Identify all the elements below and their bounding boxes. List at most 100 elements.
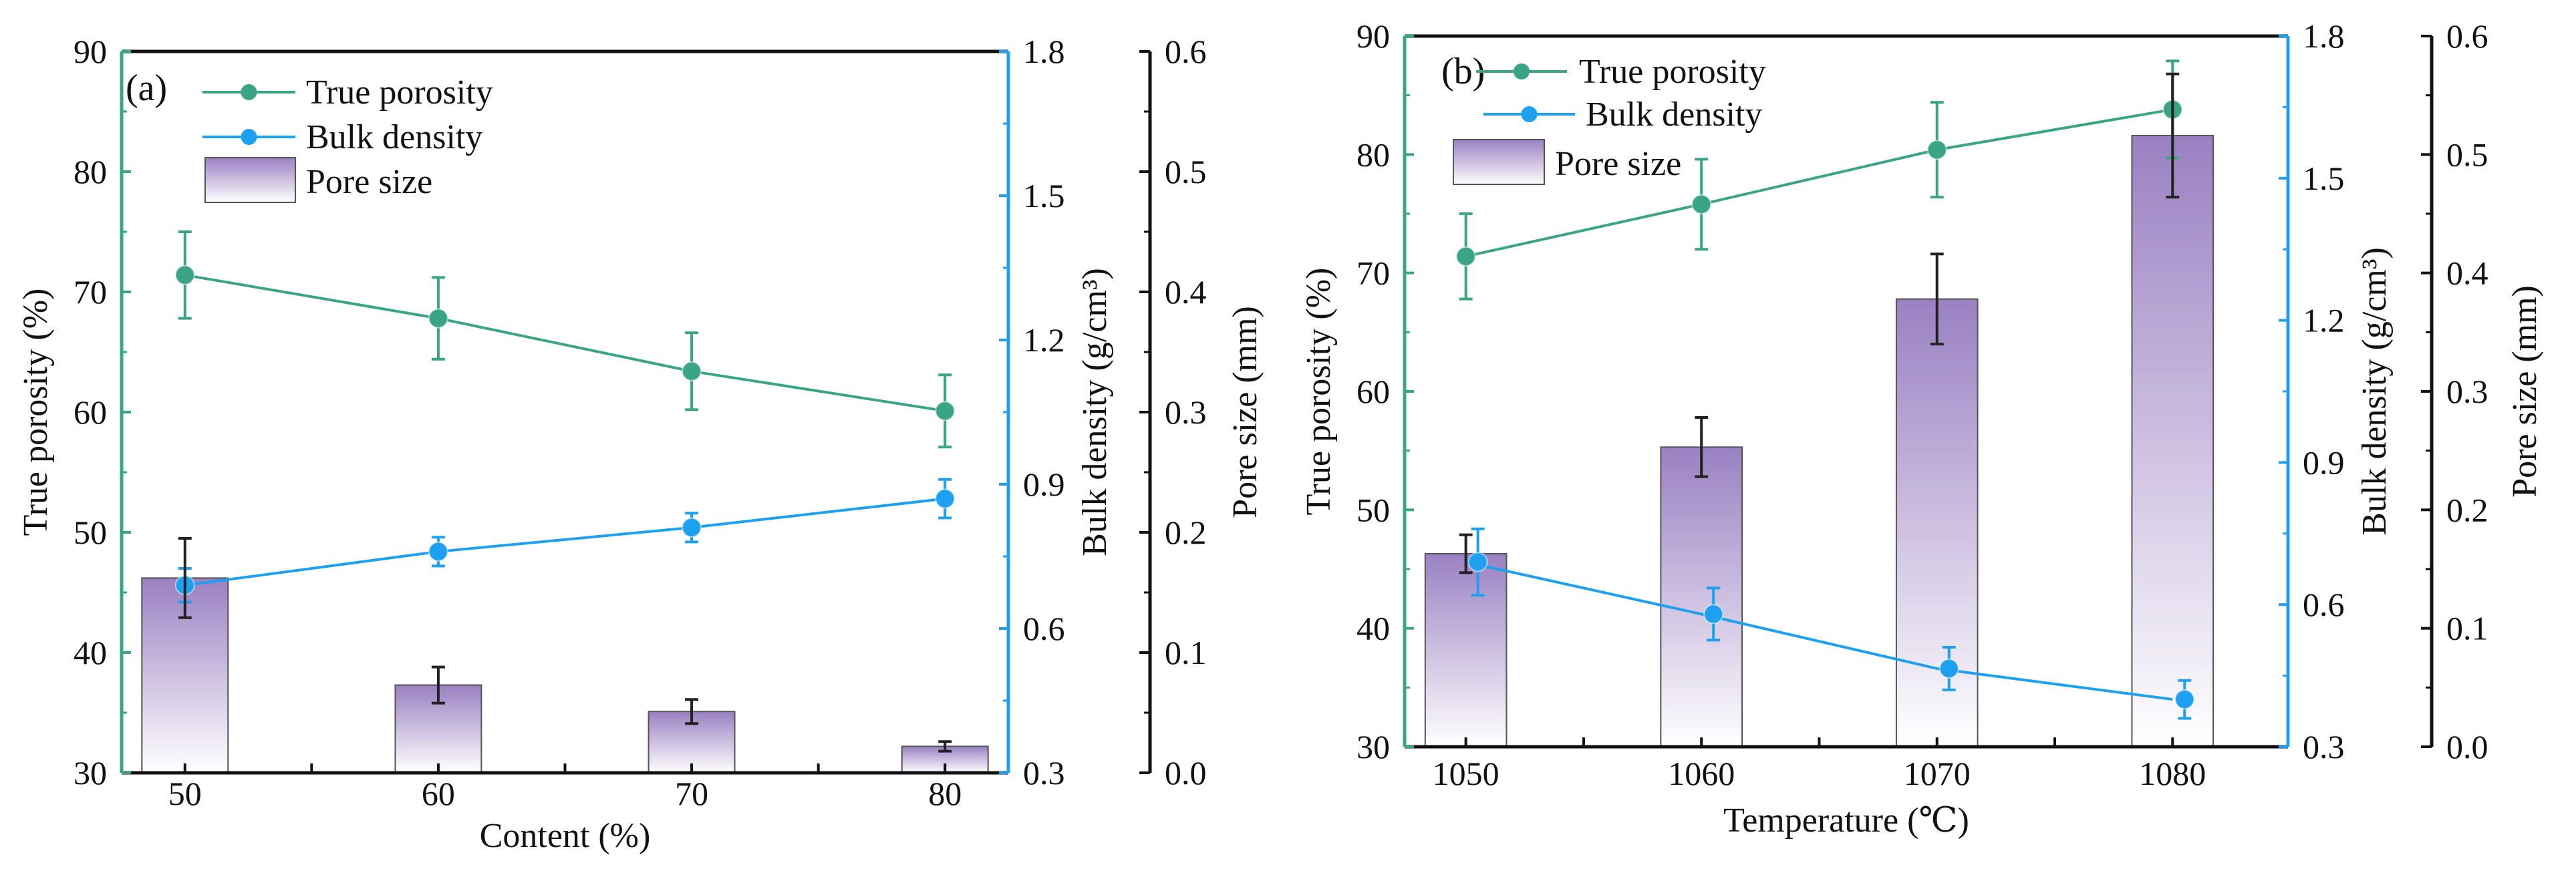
- legend-label: Pore size: [1555, 145, 1681, 183]
- error-bar-pore-size: [938, 740, 952, 753]
- y-left-tick-label: 60: [1356, 373, 1390, 410]
- bar-pore-size: [1895, 298, 1979, 747]
- line-bulk-density: [184, 497, 946, 587]
- y-pore-tick-label: 0.2: [1165, 514, 1207, 551]
- y-pore-tick-label: 0.1: [1165, 634, 1207, 671]
- y-pore-tick-label: 0.4: [2446, 254, 2488, 292]
- y-pore-tick-label: 0.0: [1165, 754, 1207, 792]
- legend-marker-bulk-density: [241, 129, 257, 145]
- y-right-tick-label: 0.6: [2303, 586, 2345, 623]
- y-axis-pore-title: Pore size (mm): [2506, 285, 2544, 498]
- marker-bulk-density: [428, 541, 448, 562]
- marker-bulk-density: [1939, 658, 1959, 679]
- bar-pore-size: [1660, 446, 1743, 747]
- panel-label: (a): [126, 67, 167, 109]
- y-pore-tick-label: 0.3: [2446, 373, 2488, 410]
- y-right-tick-label: 1.2: [2303, 302, 2345, 339]
- y-pore-tick-label: 0.5: [1165, 153, 1207, 190]
- y-left-tick-label: 40: [1356, 610, 1390, 647]
- y-left-tick-label: 50: [74, 514, 107, 551]
- y-pore-tick-label: 0.2: [2446, 491, 2488, 528]
- y-pore-tick-label: 0.1: [2446, 610, 2488, 647]
- y-pore-tick-label: 0.6: [1165, 33, 1207, 70]
- marker-true-porosity: [174, 265, 195, 285]
- marker-true-porosity: [935, 401, 956, 421]
- y-left-tick-label: 70: [74, 273, 107, 311]
- y-right-tick-label: 1.8: [1023, 33, 1065, 70]
- y-axis-right-title: Bulk density (g/cm³): [1076, 268, 1114, 556]
- x-tick-label: 1060: [1668, 755, 1735, 792]
- x-axis-title: Temperature (℃): [1723, 802, 1969, 840]
- y-pore-tick-label: 0.5: [2446, 136, 2488, 173]
- y-pore-tick-label: 0.4: [1165, 273, 1207, 311]
- y-right-tick-label: 0.9: [1023, 466, 1065, 503]
- error-bar-pore-size: [178, 537, 192, 619]
- marker-true-porosity: [682, 361, 702, 381]
- marker-bulk-density: [2174, 689, 2195, 710]
- marker-bulk-density: [1467, 552, 1488, 572]
- y-axis-left-title: True porosity (%): [17, 289, 55, 536]
- y-right-tick-label: 0.6: [1023, 610, 1065, 647]
- legend-label: True porosity: [1579, 53, 1766, 91]
- x-tick-label: 60: [422, 775, 455, 812]
- legend-label: Bulk density: [306, 118, 482, 156]
- legend-marker-true-porosity: [241, 84, 257, 100]
- y-left-tick-label: 50: [1356, 491, 1390, 528]
- y-left-tick-label: 90: [74, 33, 107, 70]
- y-right-tick-label: 0.9: [2303, 444, 2345, 481]
- y-right-tick-label: 0.3: [2303, 728, 2345, 765]
- marker-true-porosity: [428, 308, 448, 329]
- x-tick-label: 1070: [1904, 755, 1971, 792]
- legend-label: True porosity: [306, 73, 493, 112]
- y-pore-tick-label: 0.0: [2446, 728, 2488, 765]
- panel-b: 1050 1060 1070 1080 30 40 50 60 70 80 90 0.3 0.6 0.9 1…: [1300, 17, 2544, 840]
- marker-true-porosity: [1691, 194, 1712, 214]
- marker-true-porosity: [1926, 140, 1947, 160]
- legend-marker-true-porosity: [1514, 63, 1530, 79]
- y-axis-right-title: Bulk density (g/cm³): [2355, 247, 2394, 536]
- error-bar-pore-size: [1930, 252, 1944, 346]
- error-bar-pore-size: [1459, 533, 1473, 574]
- line-true-porosity: [184, 273, 946, 413]
- bar-pore-size: [2131, 134, 2214, 747]
- y-right-tick-label: 1.5: [1023, 177, 1065, 214]
- y-left-tick-label: 60: [74, 393, 107, 431]
- x-tick-label: 50: [168, 775, 202, 812]
- x-tick-label: 1050: [1433, 755, 1499, 792]
- legend-label: Bulk density: [1586, 96, 1762, 134]
- line-true-porosity: [1465, 108, 2173, 258]
- panel-a: 50 60 70 80 30 40 50 60 70 80 90 0.3 0.6 0.9 1.2 1.5 1.8…: [17, 33, 1264, 855]
- error-bar-pore-size: [431, 665, 445, 705]
- y-left-tick-label: 70: [1356, 254, 1390, 292]
- y-axis-pore-title: Pore size (mm): [1226, 306, 1264, 518]
- y-left-tick-label: 90: [1356, 17, 1390, 55]
- error-bar-pore-size: [685, 698, 699, 725]
- x-axis-title: Content (%): [480, 817, 651, 855]
- legend-swatch-pore-size: [1453, 139, 1545, 185]
- bar-pore-size: [1424, 552, 1508, 747]
- x-tick-label: 1080: [2139, 755, 2206, 792]
- marker-true-porosity: [1455, 246, 1476, 267]
- line-bulk-density: [1465, 560, 2173, 701]
- error-bar-pore-size: [1695, 416, 1709, 478]
- error-bar-pore-size: [2166, 72, 2180, 199]
- legend-marker-bulk-density: [1521, 106, 1538, 122]
- marker-bulk-density: [682, 517, 702, 538]
- y-right-tick-label: 1.5: [2303, 160, 2345, 197]
- y-left-tick-label: 80: [74, 153, 107, 190]
- y-right-tick-label: 0.3: [1023, 754, 1065, 792]
- x-tick-label: 70: [675, 775, 708, 812]
- y-left-tick-label: 80: [1356, 136, 1390, 173]
- marker-bulk-density: [1703, 604, 1724, 625]
- y-left-tick-label: 30: [74, 754, 107, 792]
- y-left-tick-label: 30: [1356, 728, 1390, 765]
- x-tick-label: 80: [928, 775, 962, 812]
- y-axis-left-title: True porosity (%): [1300, 268, 1338, 516]
- y-left-tick-label: 40: [74, 634, 107, 671]
- y-pore-tick-label: 0.3: [1165, 393, 1207, 431]
- y-pore-tick-label: 0.6: [2446, 17, 2488, 55]
- y-right-tick-label: 1.8: [2303, 17, 2345, 55]
- legend-label: Pore size: [306, 163, 432, 201]
- legend-swatch-pore-size: [204, 157, 296, 203]
